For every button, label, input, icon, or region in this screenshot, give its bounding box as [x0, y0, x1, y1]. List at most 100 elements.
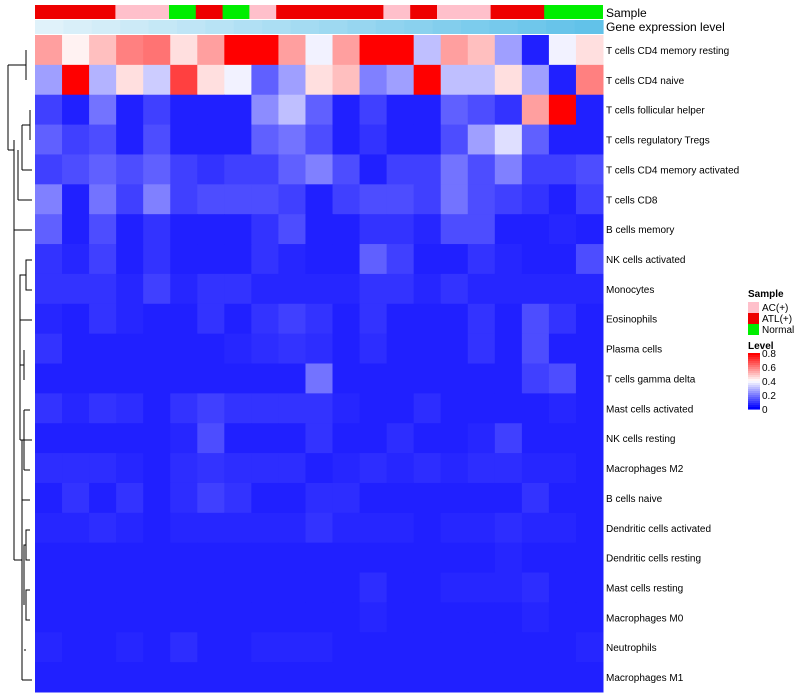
heatmap-cell — [278, 363, 306, 394]
heatmap-cell — [494, 124, 523, 155]
heatmap-cell — [359, 572, 388, 603]
heatmap-cell — [305, 662, 334, 693]
heatmap-cell — [521, 184, 550, 215]
heatmap-cell — [143, 632, 171, 663]
heatmap-cell — [548, 632, 577, 663]
heatmap-cell — [305, 453, 334, 484]
heatmap-cell — [62, 632, 90, 663]
heatmap-cell — [305, 482, 334, 514]
heatmap-cell — [224, 244, 252, 275]
heatmap-cell — [224, 602, 252, 633]
heatmap-cell — [143, 572, 171, 603]
heatmap-cell — [494, 453, 523, 484]
heatmap-cell — [305, 393, 334, 424]
row-label: B cells memory — [606, 225, 674, 236]
row-label: Dendritic cells resting — [606, 554, 701, 565]
heatmap-cell — [305, 423, 334, 454]
heatmap-cell — [62, 35, 90, 66]
heatmap-cell — [35, 273, 63, 305]
heatmap-cell — [116, 214, 144, 245]
sample-legend-title: Sample — [748, 289, 784, 300]
heatmap-cell — [413, 333, 442, 364]
heatmap-cell — [62, 273, 90, 305]
heatmap-cell — [305, 154, 334, 185]
heatmap-cell — [494, 602, 523, 633]
expression-annotation-cell — [461, 20, 490, 34]
heatmap-cell — [413, 94, 442, 126]
heatmap-cell — [575, 662, 604, 693]
heatmap-cell — [170, 423, 198, 454]
heatmap-cell — [89, 333, 117, 364]
expression-annotation-cell — [233, 20, 263, 34]
level-legend-tick: 0.6 — [762, 363, 776, 374]
heatmap-cell — [386, 333, 415, 364]
heatmap-cell — [413, 542, 442, 574]
expression-annotation-cell — [177, 20, 206, 34]
heatmap-cell — [116, 35, 144, 66]
level-gradient-step — [748, 369, 760, 372]
heatmap-cell — [197, 94, 225, 126]
heatmap-cell — [575, 184, 604, 215]
heatmap-cell — [467, 303, 496, 335]
heatmap-cell — [278, 184, 306, 215]
heatmap-cell — [89, 542, 117, 574]
row-label: Macrophages M0 — [606, 613, 684, 624]
heatmap-cell — [62, 572, 90, 603]
heatmap-cell — [251, 423, 279, 454]
heatmap-cell — [143, 184, 171, 215]
heatmap-cell — [332, 453, 361, 484]
heatmap-cell — [521, 35, 550, 66]
heatmap-cell — [359, 333, 388, 364]
heatmap-cell — [332, 662, 361, 693]
heatmap-cell — [197, 273, 225, 305]
heatmap-cell — [440, 124, 469, 155]
heatmap-cell — [170, 184, 198, 215]
heatmap-cell — [359, 244, 388, 275]
heatmap-cell — [413, 453, 442, 484]
level-gradient-step — [748, 363, 760, 366]
expression-annotation-cell — [432, 20, 462, 34]
heatmap-cell — [197, 184, 225, 215]
sample-annotation-cell — [356, 5, 384, 19]
heatmap-cell — [251, 214, 279, 245]
heatmap-cell — [251, 632, 279, 663]
heatmap-cell — [575, 393, 604, 424]
heatmap-cell — [278, 572, 306, 603]
heatmap-cell — [35, 393, 63, 424]
heatmap-cell — [224, 94, 252, 126]
heatmap-cell — [197, 632, 225, 663]
heatmap-cell — [62, 64, 90, 96]
heatmap-cell — [359, 632, 388, 663]
heatmap-cell — [548, 94, 577, 126]
heatmap-cell — [521, 393, 550, 424]
heatmap-cell — [521, 512, 550, 544]
row-label: T cells follicular helper — [606, 106, 705, 117]
heatmap-cell — [467, 214, 496, 245]
heatmap-cell — [197, 35, 225, 66]
heatmap-cell — [62, 303, 90, 335]
level-gradient-step — [748, 399, 760, 402]
heatmap-cell — [440, 154, 469, 185]
sample-annotation-title: Sample — [606, 6, 647, 20]
heatmap-cell — [305, 542, 334, 574]
heatmap-cell — [35, 184, 63, 215]
heatmap-cell — [143, 214, 171, 245]
sample-annotation-cell — [88, 5, 116, 19]
row-dendrogram — [7, 50, 32, 681]
heatmap-cell — [305, 363, 334, 394]
heatmap-cell — [170, 273, 198, 305]
sample-annotation-cell — [437, 5, 465, 19]
heatmap-cell — [170, 244, 198, 275]
heatmap-cell — [305, 94, 334, 126]
sample-annotation-cell — [61, 5, 90, 19]
heatmap-cell — [386, 393, 415, 424]
sample-annotation-cell — [169, 5, 197, 19]
sample-annotation-cell — [571, 5, 603, 19]
heatmap-cell — [332, 244, 361, 275]
heatmap-cell — [440, 64, 469, 96]
heatmap-cell — [170, 602, 198, 633]
heatmap-cell — [332, 602, 361, 633]
level-gradient-step — [748, 395, 760, 398]
heatmap-cell — [197, 453, 225, 484]
